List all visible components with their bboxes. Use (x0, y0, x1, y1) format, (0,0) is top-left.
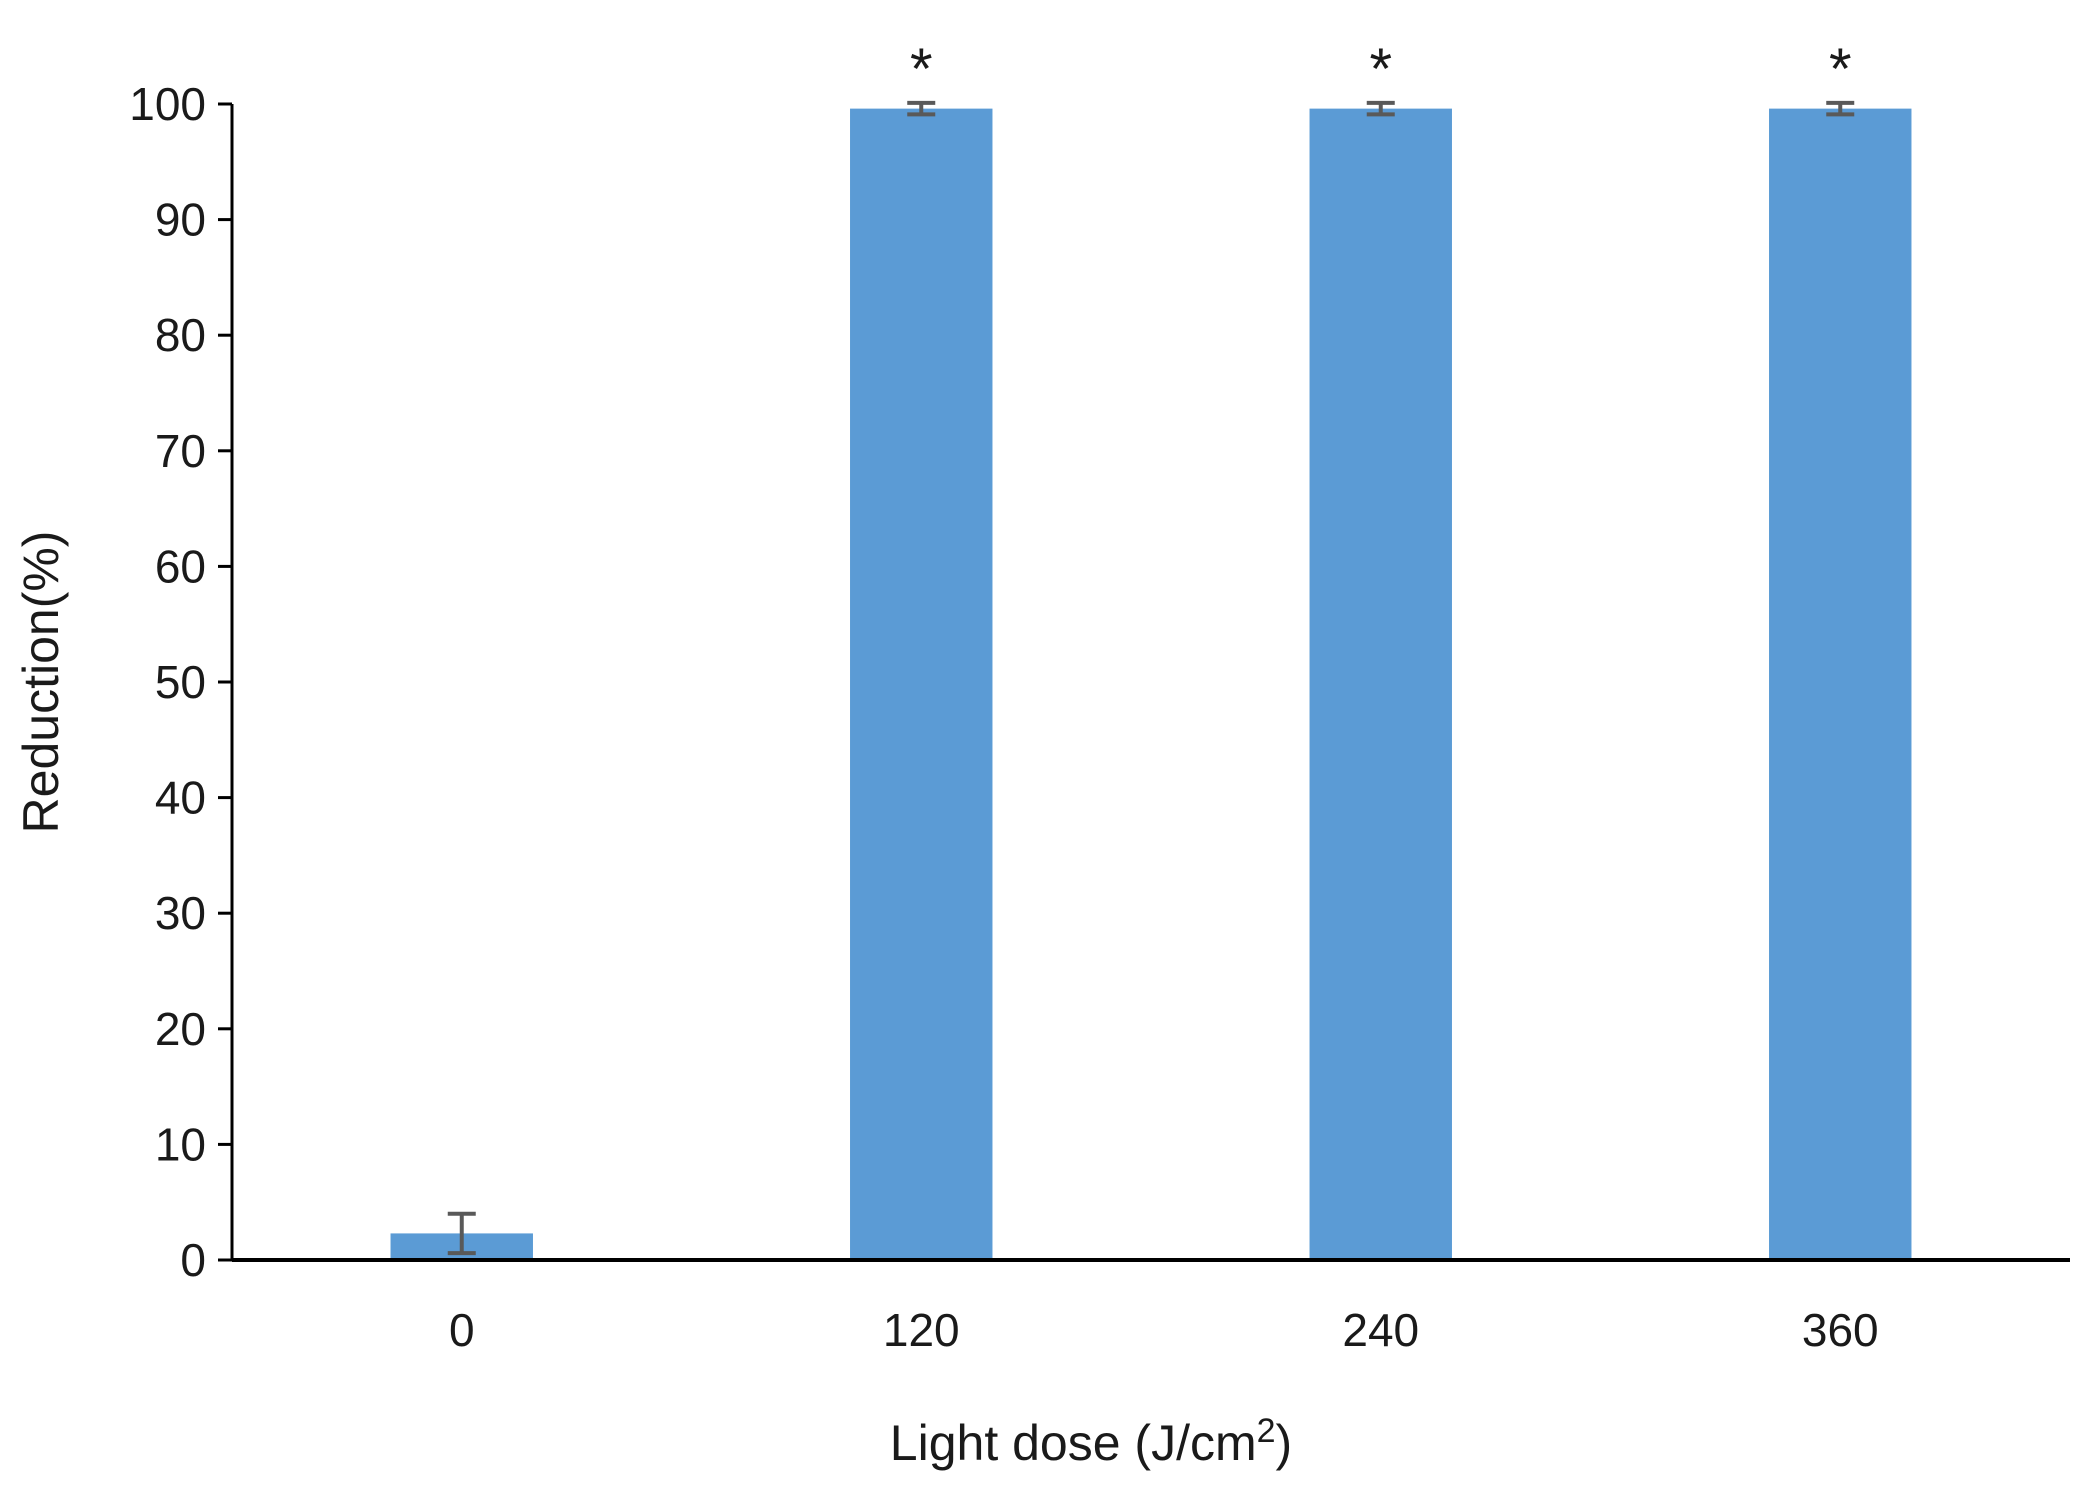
x-tick-label: 240 (1342, 1304, 1419, 1356)
x-axis-title: Light dose (J/cm2) (890, 1412, 1292, 1471)
error-bar (907, 100, 936, 117)
error-bar (447, 1211, 476, 1256)
error-bar (1826, 100, 1855, 117)
y-tick-label: 80 (155, 309, 206, 361)
x-tick-label: 0 (449, 1304, 475, 1356)
y-tick-label: 60 (155, 540, 206, 592)
bar (1309, 108, 1452, 1260)
bar (850, 108, 993, 1260)
y-tick-label: 50 (155, 656, 206, 708)
x-axis-title-main: Light dose (J/cm (890, 1415, 1257, 1471)
y-tick-label: 40 (155, 772, 206, 824)
y-tick-label: 0 (180, 1234, 206, 1286)
y-tick-label: 70 (155, 425, 206, 477)
bar (1769, 108, 1912, 1260)
x-tick-label: 120 (883, 1304, 960, 1356)
error-bars (447, 100, 1855, 1256)
y-tick-label: 100 (129, 78, 206, 130)
x-axis-ticks: 0 120 240 360 (449, 1304, 1879, 1356)
y-axis-title: Reduction(%) (13, 531, 69, 834)
significance-asterisk: * (1369, 37, 1392, 102)
y-tick-label: 90 (155, 194, 206, 246)
y-tick-label: 20 (155, 1003, 206, 1055)
y-tick-label: 30 (155, 887, 206, 939)
error-bar (1366, 100, 1395, 117)
significance-marks: * * * (910, 37, 1852, 102)
y-tick-label: 10 (155, 1118, 206, 1170)
x-axis-title-suffix: ) (1276, 1415, 1293, 1471)
bars (390, 108, 1912, 1260)
x-axis-title-superscript: 2 (1257, 1412, 1276, 1450)
significance-asterisk: * (1829, 37, 1852, 102)
y-axis-ticks: 0 10 20 30 40 50 60 70 80 90 100 (129, 78, 232, 1286)
significance-asterisk: * (910, 37, 933, 102)
x-tick-label: 360 (1802, 1304, 1879, 1356)
